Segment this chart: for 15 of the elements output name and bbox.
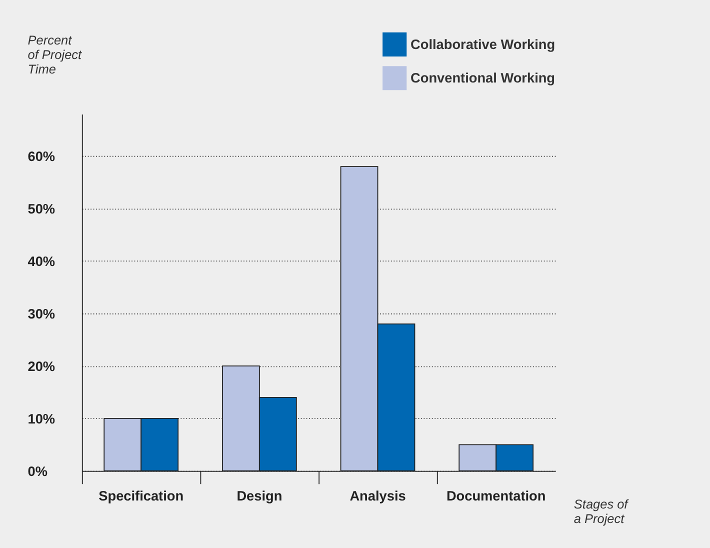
x-tick-label: Specification xyxy=(98,488,184,504)
legend-label: Conventional Working xyxy=(410,70,556,86)
y-tick-label: 0% xyxy=(28,464,48,479)
x-axis-title: Stages of a Project xyxy=(574,496,630,526)
y-tick-label: 10% xyxy=(28,411,56,426)
y-tick-label: 50% xyxy=(28,202,56,217)
y-axis-title: Percent of Project Time xyxy=(28,32,82,77)
x-tick-label: Documentation xyxy=(446,488,546,504)
y-tick-label: 30% xyxy=(28,306,56,322)
x-tick-label: Analysis xyxy=(350,488,406,504)
x-tick-label: Design xyxy=(236,488,282,504)
y-tick-label: 60% xyxy=(28,149,56,164)
y-tick-label: 20% xyxy=(28,358,56,374)
legend-label: Collaborative Working xyxy=(410,36,556,52)
y-tick-label: 40% xyxy=(28,254,56,269)
